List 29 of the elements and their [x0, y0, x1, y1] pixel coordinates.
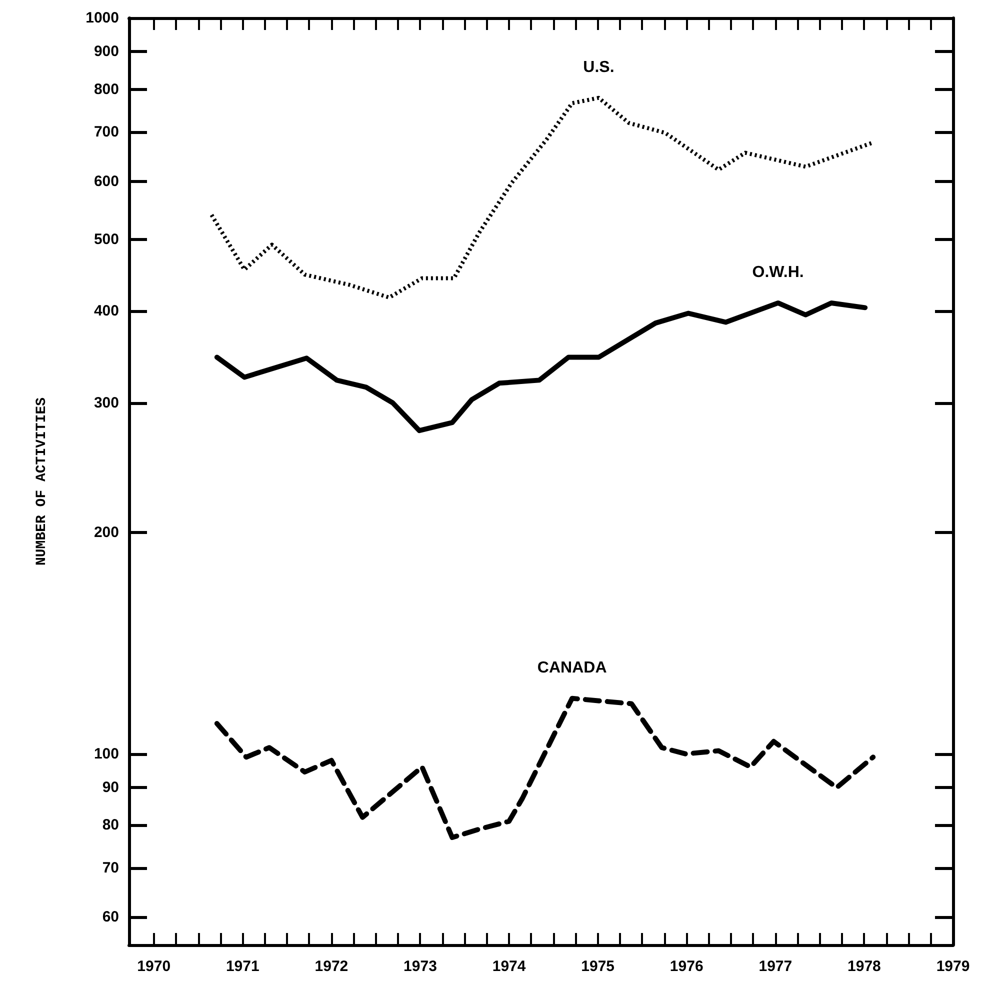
series-label: CANADA	[537, 659, 608, 676]
y-tick-label: 100	[94, 745, 119, 762]
y-tick-label: 400	[94, 302, 119, 320]
x-tick-label: 1972	[314, 958, 348, 975]
y-tick-label: 60	[102, 908, 119, 926]
series-label: O.W.H.	[752, 264, 804, 281]
y-tick-label: 300	[94, 394, 119, 412]
x-tick-label: 1973	[404, 958, 437, 975]
line-series	[210, 96, 874, 300]
x-tick-label: 1971	[226, 958, 260, 975]
y-tick-label: 70	[102, 859, 119, 876]
y-tick-label: 900	[94, 43, 119, 60]
x-tick-label: 1979	[936, 958, 970, 975]
y-tick-label: 600	[94, 172, 119, 190]
y-tick-label: 90	[102, 779, 119, 796]
y-tick-label: 200	[94, 524, 119, 541]
y-tick-label: 800	[94, 80, 119, 98]
y-tick-label: 700	[94, 123, 119, 140]
x-tick-label: 1970	[137, 958, 171, 975]
x-tick-label: 1975	[581, 958, 615, 975]
y-tick-label: 80	[102, 816, 119, 834]
y-tick-label: 1000	[86, 10, 119, 26]
y-axis-title: NUMBER OF ACTIVITIES	[34, 397, 50, 566]
x-tick-label: 1976	[670, 958, 704, 975]
y-tick-label: 500	[94, 231, 119, 248]
series-label: U.S.	[583, 58, 614, 76]
x-tick-label: 1974	[492, 958, 526, 975]
x-tick-label: 1978	[848, 958, 881, 975]
x-tick-label: 1977	[758, 958, 792, 975]
